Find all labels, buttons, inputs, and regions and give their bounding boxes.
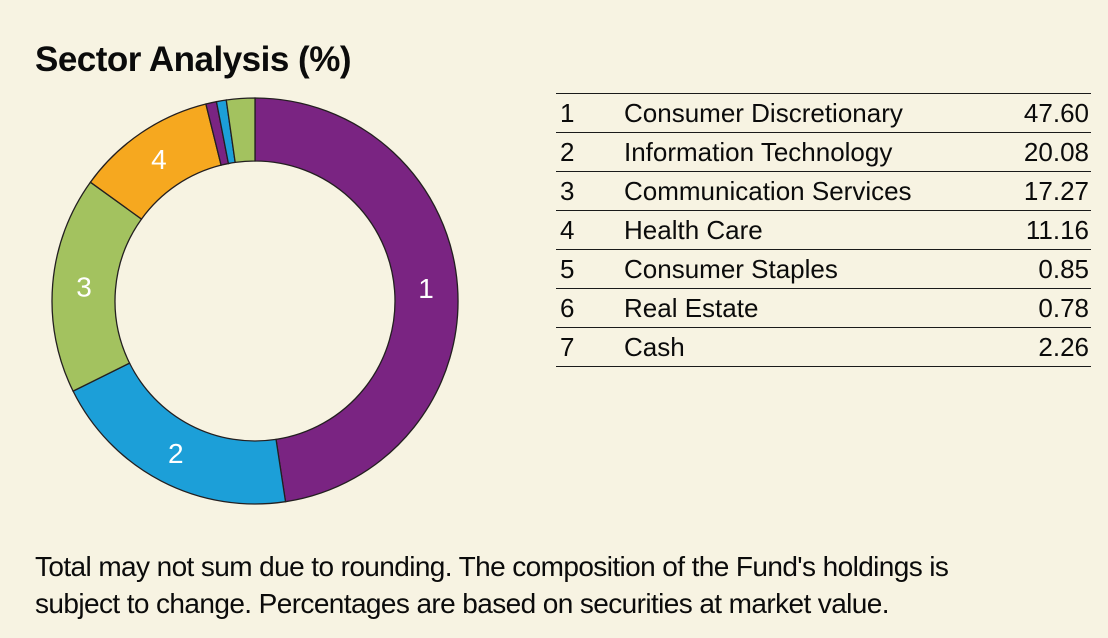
row-index: 7 bbox=[560, 331, 575, 362]
donut-slice-3 bbox=[51, 181, 143, 392]
row-index: 1 bbox=[560, 97, 575, 128]
sector-table: 1 Consumer Discretionary 47.60 2 Information… bbox=[556, 93, 1091, 367]
row-index: 2 bbox=[560, 136, 575, 167]
sector-legend-table: 1 Consumer Discretionary 47.60 2 Information… bbox=[556, 93, 1091, 367]
sector-value: 0.78 bbox=[1038, 292, 1089, 323]
slice-label: 3 bbox=[76, 272, 92, 303]
row-index: 3 bbox=[560, 175, 575, 206]
sector-name: Consumer Discretionary bbox=[624, 97, 903, 128]
sector-value: 20.08 bbox=[1023, 136, 1089, 167]
sector-name: Cash bbox=[624, 331, 685, 362]
table-row: 6 Real Estate 0.78 bbox=[556, 288, 1091, 328]
page-title: Sector Analysis (%) bbox=[35, 40, 351, 79]
table-row: 5 Consumer Staples 0.85 bbox=[556, 249, 1091, 289]
donut-chart-svg: 1 2 3 4 bbox=[51, 97, 459, 505]
sector-name: Consumer Staples bbox=[624, 253, 838, 284]
slice-label: 2 bbox=[168, 438, 184, 469]
footnote-line: subject to change. Percentages are based… bbox=[35, 588, 890, 619]
sector-value: 0.85 bbox=[1038, 253, 1089, 284]
sector-value: 47.60 bbox=[1023, 97, 1089, 128]
row-index: 6 bbox=[560, 292, 575, 323]
slice-label: 4 bbox=[151, 144, 167, 175]
sector-name: Information Technology bbox=[624, 136, 893, 167]
table-row: 1 Consumer Discretionary 47.60 bbox=[556, 93, 1091, 133]
donut-slice-1 bbox=[254, 97, 459, 503]
sector-name: Real Estate bbox=[624, 292, 759, 323]
donut-chart: 1 2 3 4 bbox=[45, 91, 465, 511]
table-row: 2 Information Technology 20.08 bbox=[556, 132, 1091, 172]
table-row: 4 Health Care 11.16 bbox=[556, 210, 1091, 250]
donut-slice-2 bbox=[72, 362, 287, 505]
sector-name: Health Care bbox=[624, 214, 763, 245]
slice-label: 1 bbox=[418, 273, 434, 304]
sector-value: 2.26 bbox=[1038, 331, 1089, 362]
row-index: 4 bbox=[560, 214, 575, 245]
donut-slice-7 bbox=[225, 97, 256, 164]
table-row: 3 Communication Services 17.27 bbox=[556, 171, 1091, 211]
row-index: 5 bbox=[560, 253, 575, 284]
footnote-line: Total may not sum due to rounding. The c… bbox=[35, 551, 949, 582]
sector-name: Communication Services bbox=[624, 175, 912, 206]
sector-value: 17.27 bbox=[1023, 175, 1089, 206]
table-row: 7 Cash 2.26 bbox=[556, 327, 1091, 367]
footnote: Total may not sum due to rounding. The c… bbox=[35, 548, 1100, 622]
sector-value: 11.16 bbox=[1025, 214, 1089, 245]
